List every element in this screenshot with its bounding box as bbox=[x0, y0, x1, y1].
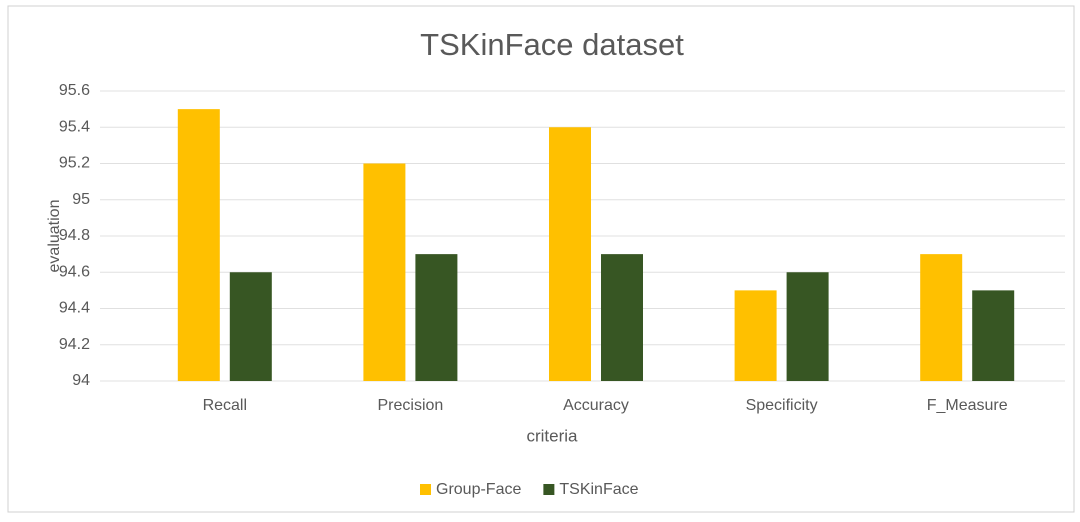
bar bbox=[920, 254, 963, 381]
bar bbox=[549, 127, 591, 381]
bar bbox=[734, 290, 777, 381]
chart-title: TSKinFace dataset bbox=[420, 27, 684, 62]
y-tick-label: 94.4 bbox=[59, 300, 90, 317]
legend-swatch bbox=[420, 484, 431, 495]
legend-label: TSKinFace bbox=[559, 481, 638, 498]
legend-label: Group-Face bbox=[436, 481, 521, 498]
y-tick-label: 95.6 bbox=[59, 82, 90, 99]
x-tick-label: Specificity bbox=[746, 397, 818, 414]
bar bbox=[363, 163, 406, 381]
bar bbox=[415, 254, 458, 381]
y-tick-label: 94.2 bbox=[59, 336, 90, 353]
y-axis-title: evaluation bbox=[46, 200, 63, 273]
x-axis-title: criteria bbox=[526, 426, 578, 445]
bar bbox=[229, 272, 272, 381]
y-tick-label: 94.6 bbox=[59, 263, 90, 280]
bar bbox=[786, 272, 829, 381]
x-tick-label: Precision bbox=[377, 397, 443, 414]
y-tick-label: 95.4 bbox=[59, 118, 90, 135]
y-tick-label: 94.8 bbox=[59, 227, 90, 244]
x-tick-label: Accuracy bbox=[563, 397, 629, 414]
y-tick-label: 94 bbox=[72, 372, 90, 389]
y-tick-label: 95.2 bbox=[59, 155, 90, 172]
bar bbox=[177, 109, 220, 381]
bar bbox=[601, 254, 643, 381]
legend-swatch bbox=[543, 484, 555, 495]
x-tick-label: F_Measure bbox=[927, 397, 1008, 414]
x-tick-label: Recall bbox=[203, 397, 247, 414]
bar bbox=[972, 290, 1015, 381]
y-tick-label: 95 bbox=[72, 191, 90, 208]
